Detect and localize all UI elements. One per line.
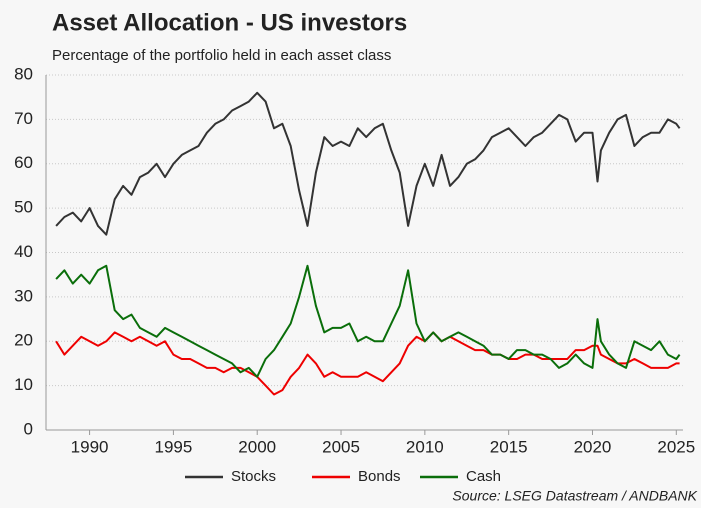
y-tick-label: 30 — [14, 286, 33, 305]
legend-label: Stocks — [231, 468, 276, 485]
x-tick-label: 2025 — [657, 437, 695, 456]
legend-label: Cash — [466, 468, 501, 485]
y-tick-label: 10 — [14, 375, 33, 394]
chart-subtitle: Percentage of the portfolio held in each… — [52, 47, 391, 64]
series-line — [55, 91, 681, 236]
legend-label: Bonds — [358, 468, 401, 485]
x-tick-label: 2020 — [574, 437, 612, 456]
x-tick-label: 2005 — [322, 437, 360, 456]
x-tick-label: 2010 — [406, 437, 444, 456]
x-tick-label: 2015 — [490, 437, 528, 456]
source: Source: LSEG Datastream / ANDBANK — [452, 488, 697, 504]
y-tick-label: 80 — [14, 64, 33, 83]
y-tick-label: 40 — [14, 242, 33, 261]
y-tick-label: 70 — [14, 109, 33, 128]
x-tick-label: 2000 — [238, 437, 276, 456]
x-tick-label: 1990 — [71, 437, 109, 456]
y-tick-label: 0 — [24, 419, 33, 438]
y-tick-label: 20 — [14, 331, 33, 350]
y-tick-label: 50 — [14, 198, 33, 217]
x-tick-label: 1995 — [154, 437, 192, 456]
chart-title: Asset Allocation - US investors — [52, 9, 407, 36]
series-line — [55, 331, 680, 396]
y-tick-label: 60 — [14, 153, 33, 172]
series-line — [55, 264, 681, 378]
